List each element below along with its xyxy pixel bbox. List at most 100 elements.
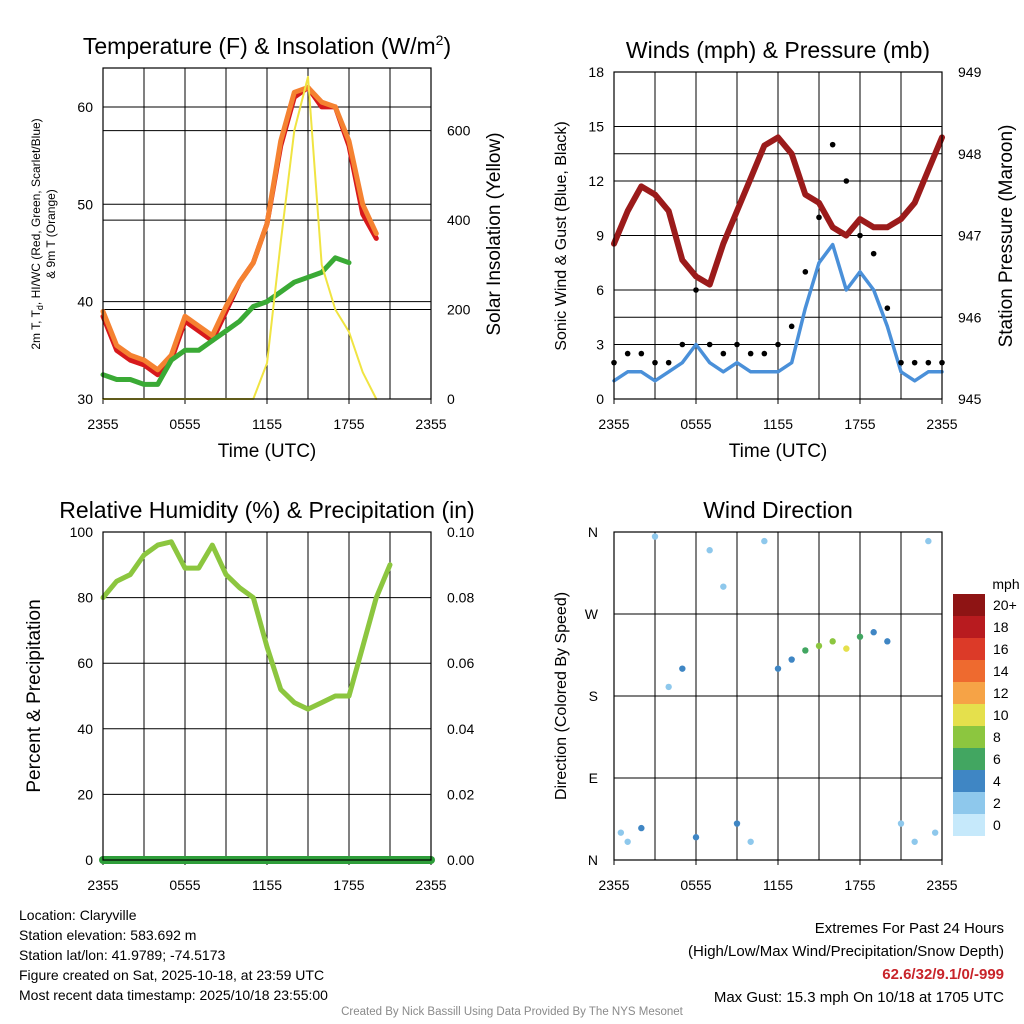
direction-point <box>665 683 672 691</box>
gust-point <box>775 341 781 348</box>
colorbar-swatch <box>953 704 985 726</box>
colorbar-swatch <box>953 682 985 704</box>
chart-title: Relative Humidity (%) & Precipitation (i… <box>59 497 474 523</box>
max-gust: Max Gust: 15.3 mph On 10/18 at 1705 UTC <box>713 989 1004 1006</box>
y-axis-label-2: & 9m T (Orange) <box>44 189 58 279</box>
x-tick-label: 2355 <box>926 416 957 432</box>
x-tick-label: 0555 <box>169 416 200 432</box>
credit-line: Created By Nick Bassill Using Data Provi… <box>341 1006 683 1018</box>
gust-point <box>911 359 918 366</box>
gust-point <box>747 350 754 357</box>
gust-point <box>802 269 809 275</box>
left-tick-label: 80 <box>77 590 93 606</box>
gust-point <box>624 350 631 357</box>
direction-point <box>911 838 918 845</box>
left-tick-label: 50 <box>77 196 93 212</box>
y-axis-label: Sonic Wind & Gust (Blue, Black) <box>553 121 570 350</box>
direction-tick-label: N <box>588 852 598 868</box>
gust-point <box>898 359 904 366</box>
plot-border <box>613 71 943 400</box>
direction-point <box>774 665 782 672</box>
direction-point <box>843 645 850 652</box>
x-tick-label: 2355 <box>598 416 629 432</box>
title-text: Temperature (F) & Insolation (W/m <box>83 33 436 59</box>
gust-point <box>638 350 645 357</box>
y-axis-label: 2m T, Td, HI/WC (Red, Green, Scarlet/Blu… <box>29 118 45 349</box>
direction-point <box>692 834 700 841</box>
gust-point <box>720 350 727 357</box>
title-text: Wind Direction <box>703 497 853 523</box>
gust-point <box>816 214 822 221</box>
extremes-values: 62.6/32/9.1/0/-999 <box>882 966 1004 983</box>
x-tick-label: 0555 <box>680 416 711 432</box>
left-tick-label: 18 <box>588 64 604 80</box>
sonic-wind-line <box>612 242 944 383</box>
y-axis-label: Direction (Colored By Speed) <box>553 592 570 800</box>
x-tick-label: 1155 <box>763 416 793 432</box>
direction-tick-label: W <box>585 606 599 622</box>
gust-point <box>843 178 850 184</box>
direction-point <box>897 820 905 827</box>
chart-title: Wind Direction <box>703 497 853 523</box>
left-tick-label: 100 <box>70 524 94 540</box>
title-text: Winds (mph) & Pressure (mb) <box>626 37 930 63</box>
direction-point <box>706 547 713 554</box>
direction-point <box>733 820 741 827</box>
station-pressure-line <box>611 134 945 288</box>
colorbar-swatch <box>953 638 985 660</box>
right-tick-label: 0.04 <box>447 721 474 737</box>
colorbar-label: 4 <box>993 773 1001 789</box>
gust-point <box>829 141 836 148</box>
right-tick-label: 200 <box>447 302 471 318</box>
colorbar-label: 20+ <box>993 597 1017 613</box>
left-tick-label: 9 <box>596 228 604 244</box>
left-tick-label: 20 <box>77 786 93 802</box>
direction-point <box>624 838 631 845</box>
chart-title: Winds (mph) & Pressure (mb) <box>626 37 930 63</box>
right-tick-label: 0.00 <box>447 852 474 868</box>
x-axis-label: Time (UTC) <box>218 441 317 462</box>
right-tick-label: 947 <box>958 228 982 244</box>
right-tick-label: 0.02 <box>447 786 474 802</box>
title-sup: 2 <box>436 32 444 48</box>
colorbar-swatch <box>953 660 985 682</box>
direction-point <box>617 829 625 836</box>
direction-tick-label: N <box>588 524 598 540</box>
right-tick-label: 0.10 <box>447 524 474 540</box>
x-tick-label: 1755 <box>333 416 364 432</box>
station-info: Location: Claryville Station elevation: … <box>19 905 328 1005</box>
colorbar-swatch <box>953 792 985 814</box>
colorbar-label: 18 <box>993 619 1009 635</box>
direction-point <box>802 647 809 654</box>
colorbar-label: 8 <box>993 729 1001 745</box>
right-tick-label: 949 <box>958 64 982 80</box>
direction-point <box>870 629 877 636</box>
direction-tick-label: E <box>589 770 598 786</box>
x-tick-label: 2355 <box>415 877 446 893</box>
colorbar-swatch <box>953 726 985 748</box>
plot-border <box>102 67 432 400</box>
direction-point <box>884 638 891 645</box>
direction-tick-label: S <box>589 688 598 704</box>
colorbar-label: 16 <box>993 641 1009 657</box>
td-line <box>100 255 352 387</box>
direction-point <box>856 633 864 640</box>
gust-point <box>665 359 672 366</box>
left-tick-label: 0 <box>596 391 604 407</box>
winds-panel: 2355 0555 1155 1755 2355 Winds (mph) & Pressu… <box>553 37 1017 462</box>
left-tick-label: 60 <box>77 655 93 671</box>
left-tick-label: 40 <box>77 294 93 310</box>
colorbar-label: 0 <box>993 817 1001 833</box>
gust-point <box>788 323 795 330</box>
humidity-panel: 2355 0555 1155 1755 2355 Relative Humidity (%… <box>24 497 475 893</box>
left-tick-label: 15 <box>588 119 604 135</box>
gust-point <box>884 305 891 311</box>
direction-point <box>679 665 686 672</box>
plot-border <box>102 531 432 861</box>
right-tick-label: 948 <box>958 146 982 162</box>
x-tick-label: 1755 <box>844 877 875 893</box>
gust-point <box>925 359 932 366</box>
direction-point <box>829 638 836 645</box>
gust-point <box>693 287 699 293</box>
